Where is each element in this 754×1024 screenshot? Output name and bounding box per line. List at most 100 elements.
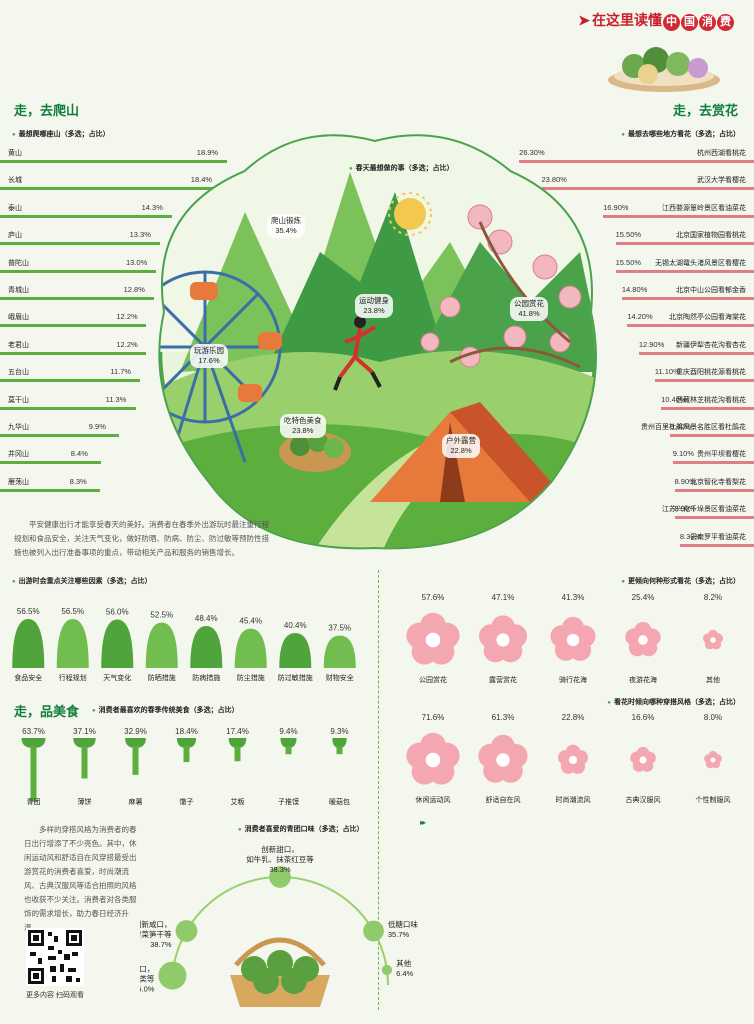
bar-label: 武汉大学看樱花 xyxy=(697,177,746,185)
bar-label: 江西婺源篁岭景区看油菜花 xyxy=(662,204,746,212)
bar xyxy=(670,434,754,437)
brand-circles: 中国消费 xyxy=(662,12,734,31)
flower-place-chart-title: 最想去哪些地方看花（多选；占比） xyxy=(621,129,740,139)
flavor-value: 56.0% xyxy=(140,985,155,994)
bar-label: 庐山 xyxy=(8,232,22,240)
flower-value: 16.6% xyxy=(632,713,655,722)
bar-label: 财物安全 xyxy=(326,673,354,682)
bar xyxy=(638,351,754,355)
activity-label: 公园赏花 41.8% xyxy=(510,297,548,321)
flavor-chart-title: 消费者喜爱的青团口味（多选；占比） xyxy=(238,824,364,834)
flower-mark xyxy=(704,750,722,769)
activity-label: 吃特色美食 23.8% xyxy=(280,414,326,438)
bar-label: 艾粄 xyxy=(231,797,245,806)
bar xyxy=(332,738,347,755)
bar-label: 北京中山公园看郁金香 xyxy=(676,287,746,294)
bar-label: 西藏林芝桃花沟看桃花 xyxy=(676,396,746,404)
brand-prefix: 在这里读懂 xyxy=(592,12,662,28)
bar-value: 18.4% xyxy=(175,727,198,736)
bar xyxy=(101,619,134,668)
flower-value: 22.8% xyxy=(562,713,585,722)
bar xyxy=(603,214,754,218)
bar xyxy=(621,297,754,300)
flavor-label: 传统甜口，如豆沙类、芝麻类等56.0% xyxy=(140,964,155,994)
bar-label: 井冈山 xyxy=(8,451,29,459)
bar-value: 40.4% xyxy=(284,621,307,630)
flower-value: 71.6% xyxy=(422,713,445,722)
bar-label: 天气变化 xyxy=(103,673,131,682)
mountain-chart-title: 最想爬哪座山（多选；占比） xyxy=(12,129,110,139)
bar xyxy=(234,628,267,668)
activities-chart-title: 春天最想做的事（多选；占比） xyxy=(349,163,454,173)
flower-mark xyxy=(478,615,528,663)
flower-label: 夜游花海 xyxy=(629,675,657,684)
brand-char: 国 xyxy=(681,14,698,31)
flower-label: 骑行花海 xyxy=(559,675,587,684)
bar-label: 杭州西湖看桃花 xyxy=(697,150,746,157)
bar-label: 北京国家植物园看桃花 xyxy=(676,232,746,240)
flower-value: 41.3% xyxy=(562,593,585,602)
bar-label: 行程规划 xyxy=(59,673,87,682)
bar xyxy=(125,738,146,775)
bar xyxy=(176,738,197,763)
flower-mark xyxy=(630,746,656,772)
bar-value: 52.5% xyxy=(150,611,173,620)
section-title-food: 走，品美食 xyxy=(14,704,80,719)
bar xyxy=(279,632,312,668)
bar-label: 食品安全 xyxy=(14,673,42,682)
bar-value: 12.8% xyxy=(123,285,145,294)
flower-value: 47.1% xyxy=(492,593,515,602)
brand-char: 消 xyxy=(699,14,716,31)
flower-form-chart-title: 更倾向何种形式看花（多选；占比） xyxy=(621,576,740,586)
bar xyxy=(0,297,154,300)
bar xyxy=(0,214,172,218)
bar xyxy=(627,324,754,328)
flower-value: 57.6% xyxy=(422,593,445,602)
bar-label: 九华山 xyxy=(8,424,29,431)
bar-label: 贵州百里杜鹃风景名胜区看杜鹃花 xyxy=(641,424,746,431)
activity-label: 玩游乐园 17.6% xyxy=(190,344,228,368)
flower-label: 休闲运动风 xyxy=(416,795,451,804)
bar-value: 12.2% xyxy=(116,339,138,349)
bar-label: 馓子 xyxy=(180,797,194,806)
flavor-value: 38.7% xyxy=(150,940,172,949)
bar-label: 云南罗平看油菜花 xyxy=(690,533,746,541)
bar-label: 贵州平坝看樱花 xyxy=(697,451,746,459)
flower-value: 8.2% xyxy=(704,593,722,602)
bar-label: 江苏兴化千垛景区看油菜花 xyxy=(662,506,746,514)
mountain-bar-chart: 黄山 18.9% 长城 18.4% 泰山 14.3% 庐山 13.3% 普陀山 13.0% 青城山 1… xyxy=(0,140,260,500)
bar-label: 新疆伊犁杏花沟看杏花 xyxy=(676,341,746,349)
bar xyxy=(0,406,136,410)
flavor-value: 35.7% xyxy=(388,930,410,939)
bar-value: 9.4% xyxy=(279,727,297,736)
bar xyxy=(21,738,46,802)
bar-value: 13.0% xyxy=(126,257,148,267)
flavor-value: 6.4% xyxy=(396,969,413,978)
bar-value: 37.5% xyxy=(328,624,351,633)
bar xyxy=(615,269,754,273)
bar-label: 长城 xyxy=(8,177,22,185)
bar xyxy=(0,160,227,163)
flower-mark xyxy=(478,734,528,783)
bar xyxy=(0,269,156,273)
flower-label: 古典汉服风 xyxy=(626,795,661,804)
flavor-mark xyxy=(381,964,393,976)
bar xyxy=(56,619,89,668)
flavor-mark xyxy=(363,920,384,942)
bar-value: 17.4% xyxy=(226,727,249,736)
bar-value: 56.0% xyxy=(106,607,129,616)
flower-label: 个性制服风 xyxy=(696,795,731,804)
bar-label: 青团 xyxy=(27,797,41,806)
bar-value: 26.30% xyxy=(519,148,545,157)
bar-value: 9.3% xyxy=(330,727,348,736)
bar xyxy=(280,738,297,755)
bar-value: 32.9% xyxy=(124,727,147,736)
bar-value: 8.30% xyxy=(679,531,702,541)
activity-name: 运动健身 xyxy=(359,296,389,305)
bar-value: 11.3% xyxy=(105,394,127,404)
bar xyxy=(0,379,141,383)
bar-label: 雁荡山 xyxy=(8,478,29,486)
activity-name: 玩游乐园 xyxy=(194,346,224,355)
flavor-mark xyxy=(175,920,198,942)
bar xyxy=(541,187,754,191)
